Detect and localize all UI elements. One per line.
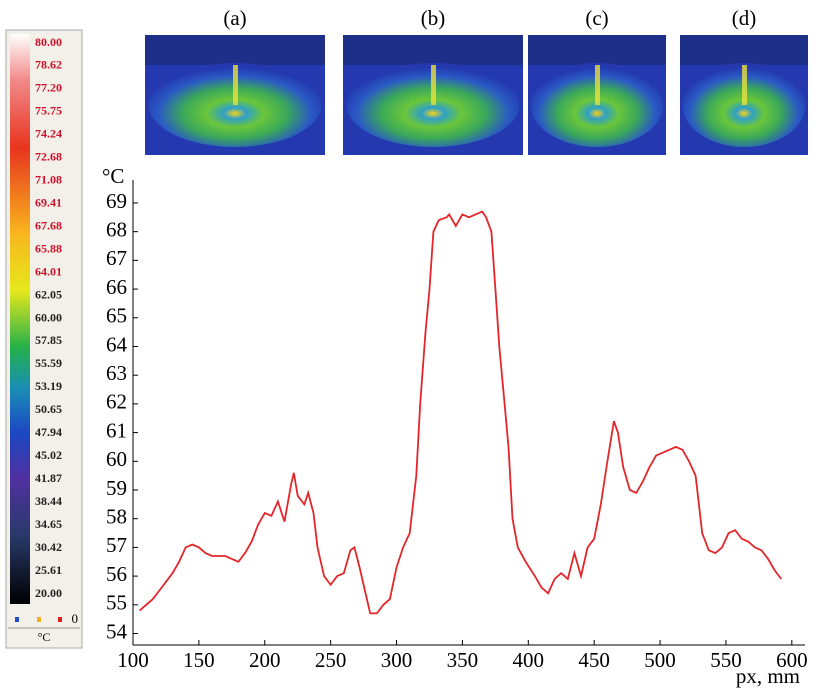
colorbar-label: 78.62: [35, 58, 62, 72]
thermal-stream: [595, 65, 600, 105]
panel-label: (d): [732, 6, 757, 30]
y-tick-label: 55: [106, 591, 127, 615]
thermal-image-top: [680, 35, 808, 65]
panel-label: (c): [585, 6, 608, 30]
colorbar-label: 34.65: [35, 517, 62, 531]
colorbar-label: 77.20: [35, 81, 62, 95]
data-line: [139, 210, 783, 615]
panel-label: (a): [223, 6, 246, 30]
x-tick-label: 550: [710, 648, 742, 672]
colorbar-label: 67.68: [35, 218, 62, 232]
y-tick-label: 66: [106, 275, 127, 299]
y-tick-label: 54: [106, 619, 128, 643]
thermal-stream: [742, 65, 747, 105]
y-tick-label: 59: [106, 476, 127, 500]
colorbar-label: 25.61: [35, 563, 62, 577]
colorbar-label: 55.59: [35, 356, 62, 370]
y-tick-label: 57: [106, 533, 127, 557]
colorbar-unit: °C: [38, 630, 51, 644]
x-tick-label: 500: [644, 648, 676, 672]
thermal-image-top: [528, 35, 666, 65]
colorbar-label: 71.08: [35, 173, 62, 187]
icon: [37, 617, 41, 622]
colorbar-label: 72.68: [35, 150, 62, 164]
thermal-image-top: [343, 35, 523, 65]
x-tick-label: 300: [381, 648, 413, 672]
colorbar-label: 57.85: [35, 333, 62, 347]
icon: [58, 617, 62, 622]
icon: [15, 617, 19, 622]
colorbar-label: 60.00: [35, 310, 62, 324]
colorbar-label: 80.00: [35, 35, 62, 49]
thermal-image-top: [145, 35, 325, 65]
y-tick-label: 65: [106, 304, 127, 328]
y-tick-label: 58: [106, 505, 127, 529]
y-tick-label: 60: [106, 447, 127, 471]
x-tick-label: 250: [315, 648, 347, 672]
y-tick-label: 68: [106, 217, 127, 241]
x-tick-label: 450: [578, 648, 610, 672]
thermal-stream: [431, 65, 436, 105]
x-axis-label: px, mm: [736, 664, 800, 688]
colorbar: [10, 34, 30, 604]
colorbar-marker: 0: [72, 611, 79, 626]
y-tick-label: 61: [106, 418, 127, 442]
colorbar-label: 69.41: [35, 195, 62, 209]
y-tick-label: 69: [106, 189, 127, 213]
thermal-stream: [233, 65, 238, 105]
colorbar-label: 53.19: [35, 379, 62, 393]
colorbar-label: 65.88: [35, 241, 62, 255]
colorbar-label: 41.87: [35, 471, 62, 485]
y-tick-label: 56: [106, 562, 127, 586]
colorbar-label: 64.01: [35, 264, 62, 278]
panel-label: (b): [421, 6, 446, 30]
colorbar-label: 50.65: [35, 402, 62, 416]
y-tick-label: 67: [106, 246, 127, 270]
colorbar-label: 38.44: [35, 494, 62, 508]
colorbar-label: 47.94: [35, 425, 62, 439]
x-tick-label: 200: [249, 648, 281, 672]
colorbar-label: 74.24: [35, 127, 62, 141]
x-tick-label: 600: [776, 648, 808, 672]
y-tick-label: 62: [106, 390, 127, 414]
colorbar-label: 30.42: [35, 540, 62, 554]
y-tick-label: 64: [106, 332, 128, 356]
x-tick-label: 400: [513, 648, 545, 672]
colorbar-label: 75.75: [35, 104, 62, 118]
x-tick-label: 350: [447, 648, 479, 672]
colorbar-label: 45.02: [35, 448, 62, 462]
x-tick-label: 100: [117, 648, 149, 672]
y-tick-label: 63: [106, 361, 127, 385]
x-tick-label: 150: [183, 648, 215, 672]
colorbar-label: 62.05: [35, 287, 62, 301]
y-axis-label: °C: [102, 164, 124, 188]
colorbar-label: 20.00: [35, 586, 62, 600]
